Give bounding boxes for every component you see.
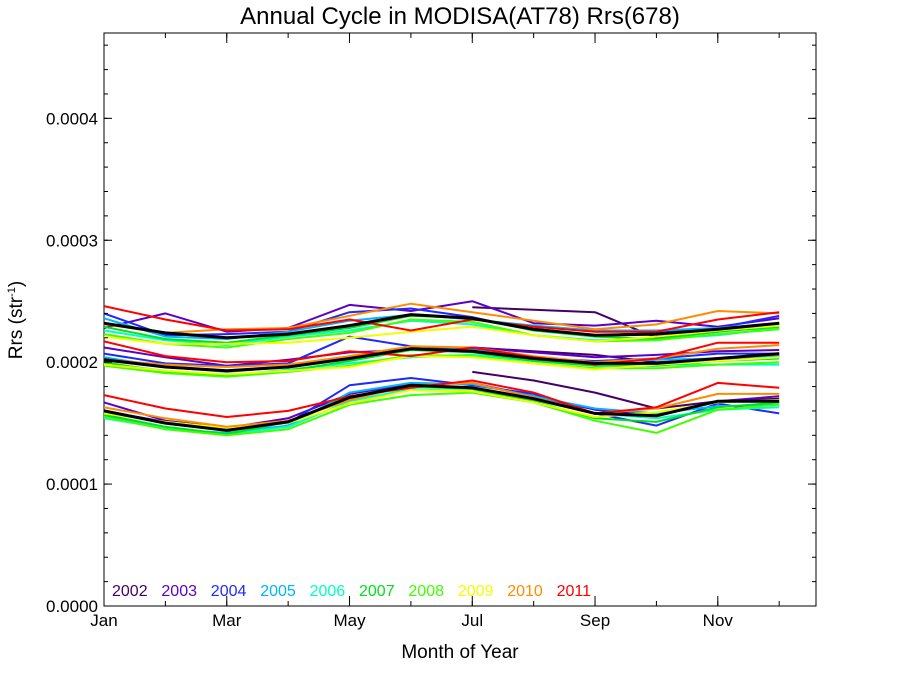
y-axis-label: Rrs (str-1) (6, 281, 27, 359)
y-axis: 0.0000 0.0001 0.0002 0.0003 0.0004 (46, 44, 816, 616)
legend-item-2003: 2003 (161, 583, 197, 600)
x-axis: Jan Mar May Jul Sep Nov (90, 33, 780, 630)
series-line-mean-upper (103, 313, 780, 340)
legend-item-2011: 2011 (557, 583, 592, 600)
series-line-2008-lower (103, 391, 780, 437)
plot-frame (103, 32, 817, 607)
series-line-mean-lower (103, 383, 780, 432)
plot-area-border (103, 32, 817, 607)
legend-item-2008: 2008 (408, 583, 444, 600)
legend-item-2002: 2002 (112, 583, 148, 600)
x-tick-label: Jul (461, 611, 483, 630)
series-line-2010-upper (103, 302, 780, 334)
x-axis-label: Month of Year (401, 642, 519, 663)
legend-item-2007: 2007 (359, 583, 395, 600)
legend-item-2005: 2005 (260, 583, 296, 600)
x-tick-label: May (333, 611, 366, 630)
legend-item-2010: 2010 (507, 583, 543, 600)
y-tick-label: 0.0000 (46, 597, 98, 616)
series-line-2011-middle (103, 340, 780, 366)
x-tick-label: Jan (90, 611, 117, 630)
series-line-2011-upper (103, 305, 780, 333)
y-axis-label-main: Rrs (str (6, 296, 27, 359)
legend: 2002 2003 2004 2005 2006 2007 2008 2009 2010 2011 (112, 583, 591, 600)
series-layer (103, 300, 780, 437)
x-tick-label: Mar (212, 611, 242, 630)
y-tick-label: 0.0003 (46, 231, 98, 250)
y-tick-label: 0.0004 (46, 109, 98, 128)
series-line-2008-upper (103, 318, 780, 349)
y-axis-label-close: ) (6, 281, 27, 287)
legend-item-2009: 2009 (458, 583, 494, 600)
y-tick-label: 0.0001 (46, 475, 98, 494)
x-tick-label: Sep (580, 611, 610, 630)
x-tick-label: Nov (703, 611, 734, 630)
y-axis-label-exponent: -1 (6, 287, 18, 297)
chart-title: Annual Cycle in MODISA(AT78) Rrs(678) (240, 3, 680, 30)
legend-item-2004: 2004 (211, 583, 247, 600)
series-line-2009-lower (103, 389, 780, 429)
series-line-mean-middle (103, 347, 780, 373)
y-tick-label: 0.0002 (46, 353, 98, 372)
series-line-2009-upper (103, 324, 780, 345)
legend-item-2006: 2006 (310, 583, 346, 600)
series-line-2008-middle (103, 353, 780, 378)
series-line-2011-lower (103, 379, 780, 418)
